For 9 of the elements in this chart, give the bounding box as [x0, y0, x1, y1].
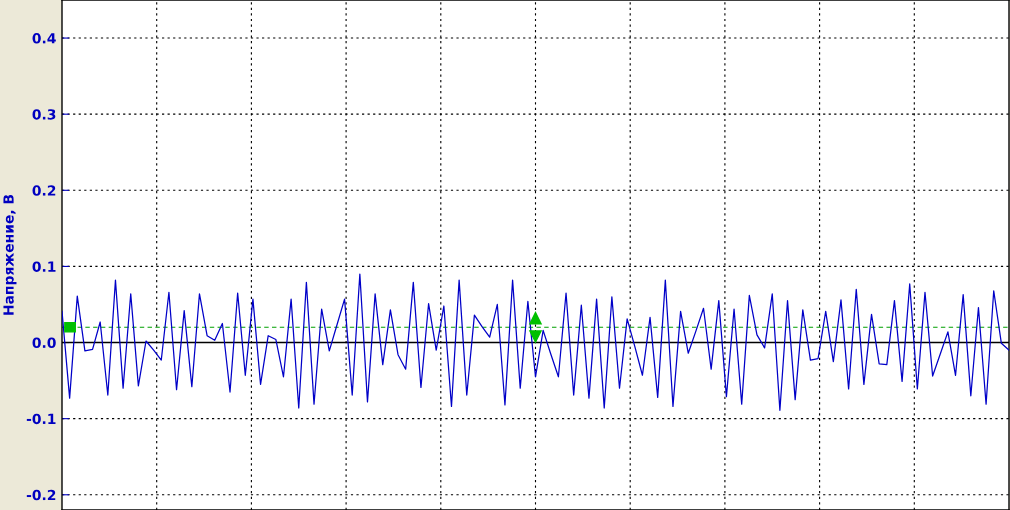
y-tick-label: -0.1 [26, 413, 56, 425]
y-tick-label: 0.4 [32, 33, 56, 44]
line-series [62, 273, 1009, 411]
y-axis-title: Напряжение, В [3, 194, 17, 315]
y-tick-label: 0.2 [32, 185, 56, 196]
y-tick-label: 0.0 [32, 337, 56, 349]
y-tick-label: 0.1 [32, 261, 56, 272]
y-tick-label: -0.2 [26, 489, 56, 501]
y-tick-label: 0.3 [32, 109, 56, 120]
